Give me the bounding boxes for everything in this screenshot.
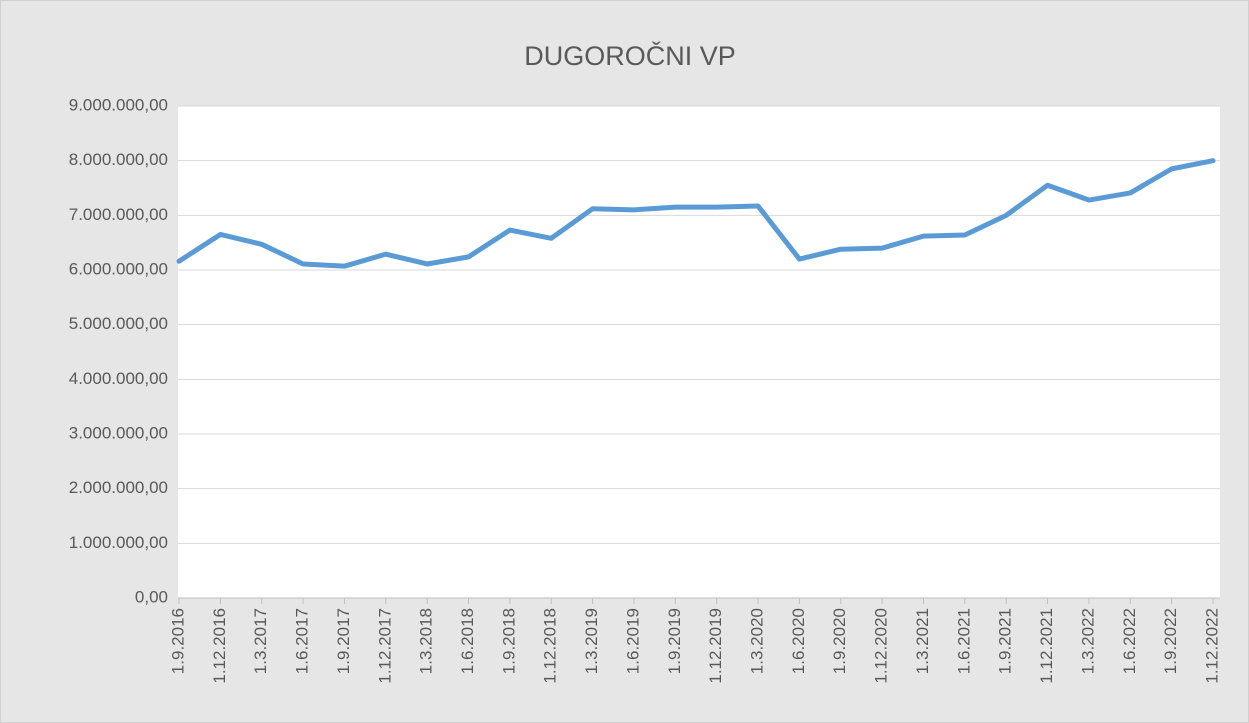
y-tick-label: 6.000.000,00 bbox=[69, 259, 168, 278]
x-tick-label: 1.3.2017 bbox=[251, 608, 270, 674]
y-tick-label: 8.000.000,00 bbox=[69, 150, 168, 169]
y-tick-label: 0,00 bbox=[135, 587, 168, 606]
y-tick-label: 4.000.000,00 bbox=[69, 369, 168, 388]
y-tick-label: 5.000.000,00 bbox=[69, 314, 168, 333]
x-tick-label: 1.12.2017 bbox=[375, 608, 394, 684]
x-tick-label: 1.6.2019 bbox=[623, 608, 642, 674]
x-tick-label: 1.12.2019 bbox=[706, 608, 725, 684]
x-tick-label: 1.6.2022 bbox=[1120, 608, 1139, 674]
x-tick-label: 1.9.2022 bbox=[1161, 608, 1180, 674]
plot-area bbox=[178, 106, 1220, 598]
x-tick-label: 1.3.2022 bbox=[1078, 608, 1097, 674]
x-tick-label: 1.9.2021 bbox=[996, 608, 1015, 674]
y-tick-label: 9.000.000,00 bbox=[69, 95, 168, 114]
x-tick-label: 1.6.2020 bbox=[789, 608, 808, 674]
x-tick-label: 1.3.2021 bbox=[913, 608, 932, 674]
x-tick-label: 1.9.2019 bbox=[665, 608, 684, 674]
x-tick-label: 1.3.2018 bbox=[417, 608, 436, 674]
x-tick-label: 1.9.2020 bbox=[830, 608, 849, 674]
y-tick-label: 1.000.000,00 bbox=[69, 533, 168, 552]
x-tick-label: 1.3.2020 bbox=[748, 608, 767, 674]
data-line bbox=[176, 158, 1216, 269]
x-tick-label: 1.12.2022 bbox=[1202, 608, 1221, 684]
x-tick-label: 1.6.2018 bbox=[458, 608, 477, 674]
x-tick-label: 1.12.2020 bbox=[872, 608, 891, 684]
x-tick-label: 1.9.2018 bbox=[499, 608, 518, 674]
y-tick-label: 7.000.000,00 bbox=[69, 205, 168, 224]
y-tick-label: 2.000.000,00 bbox=[69, 478, 168, 497]
x-tick-label: 1.6.2017 bbox=[293, 608, 312, 674]
y-tick-label: 3.000.000,00 bbox=[69, 423, 168, 442]
x-tick-label: 1.12.2018 bbox=[541, 608, 560, 684]
x-tick-label: 1.12.2016 bbox=[210, 608, 229, 684]
x-tick-label: 1.6.2021 bbox=[954, 608, 973, 674]
x-tick-label: 1.9.2016 bbox=[168, 608, 187, 674]
chart-title: DUGOROČNI VP bbox=[524, 40, 736, 71]
x-tick-label: 1.9.2017 bbox=[334, 608, 353, 674]
x-tick-label: 1.3.2019 bbox=[582, 608, 601, 674]
x-tick-label: 1.12.2021 bbox=[1037, 608, 1056, 684]
